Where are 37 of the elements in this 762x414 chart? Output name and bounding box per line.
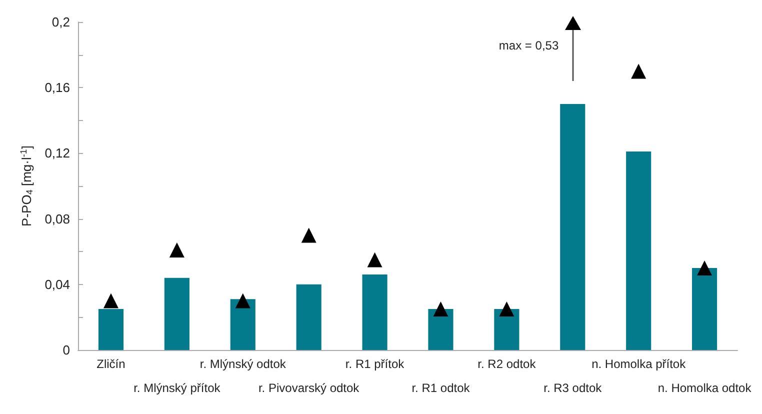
x-tick-label: r. Mlýnský odtok: [200, 357, 287, 371]
y-tick-label: 0,12: [44, 146, 70, 161]
y-tick-label: 0,2: [52, 14, 70, 30]
point: [499, 302, 514, 316]
y-tick-label: 0: [62, 342, 70, 358]
bar: [626, 152, 652, 350]
bar: [560, 104, 586, 350]
y-axis-title: P-PO4 [mg·l-1]: [18, 146, 34, 226]
point: [235, 293, 250, 308]
point: [103, 293, 118, 308]
x-tick-label: r. R1 odtok: [412, 381, 471, 395]
point: [169, 242, 184, 258]
x-tick-label: r. R3 odtok: [544, 381, 603, 395]
annotation: max = 0,53: [498, 38, 559, 53]
y-tick-label: 0,16: [44, 80, 70, 96]
x-tick-label: n. Homolka přítok: [592, 357, 687, 371]
bar: [296, 284, 322, 350]
y-tick-label: 0,08: [44, 211, 70, 226]
point: [301, 228, 316, 243]
bar: [428, 309, 454, 350]
x-tick-label: r. R1 přítok: [345, 357, 406, 371]
bar: [494, 309, 520, 350]
bar: [230, 299, 256, 350]
point: [433, 302, 448, 316]
bar: [98, 309, 124, 350]
bar: [164, 278, 190, 350]
x-tick-label: r. R2 odtok: [478, 357, 537, 371]
bar: [692, 268, 718, 350]
point: [367, 252, 382, 268]
y-tick-label: 0,04: [44, 276, 70, 292]
x-tick-label: r. Mlýnský přítok: [134, 381, 222, 395]
point: [697, 260, 712, 276]
x-tick-label: Zličín: [96, 357, 126, 371]
x-tick-label: n. Homolka odtok: [658, 381, 752, 395]
x-tick-label: r. Pivovarský odtok: [258, 381, 360, 395]
bar: [362, 274, 388, 350]
point: [631, 64, 646, 79]
